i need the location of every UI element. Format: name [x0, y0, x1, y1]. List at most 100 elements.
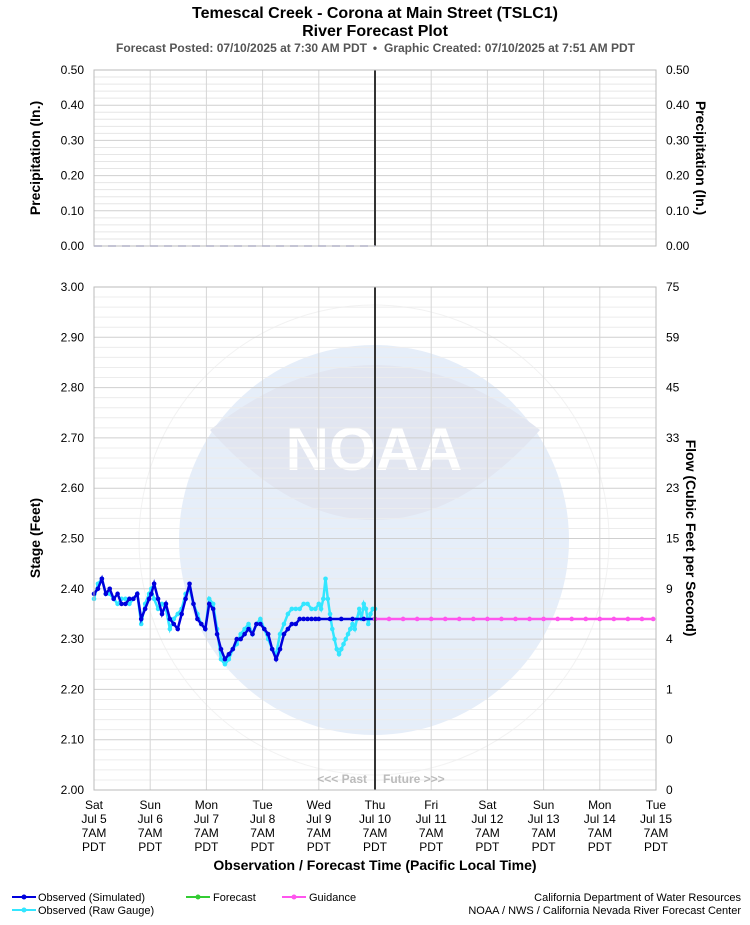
legend-marker-forecast — [195, 894, 201, 900]
series-point-observed-raw-gauge — [318, 606, 324, 612]
series-point-observed-raw-gauge — [258, 616, 263, 622]
flow-ytick-right: 9 — [666, 582, 673, 596]
series-point-observed-simulated — [206, 601, 212, 607]
series-point-observed-simulated — [277, 646, 283, 652]
series-point-guidance — [428, 616, 434, 622]
legend-item-observed-raw: Observed (Raw Gauge) — [12, 905, 154, 917]
precip-ytick-left: 0.10 — [61, 204, 85, 218]
series-point-observed-raw-gauge — [210, 601, 216, 607]
series-point-observed-raw-gauge — [138, 621, 144, 627]
stage-ytick-left: 2.00 — [61, 783, 85, 797]
series-point-observed-simulated — [171, 621, 177, 627]
series-point-guidance — [611, 616, 617, 622]
legend-marker-guidance — [291, 894, 297, 900]
legend-label-forecast: Forecast — [213, 892, 256, 904]
series-point-observed-simulated — [131, 596, 136, 602]
series-point-observed-simulated — [210, 606, 216, 612]
series-point-observed-simulated — [107, 586, 113, 592]
stage-ytick-left: 2.30 — [61, 632, 85, 646]
x-tick-label: 7AM — [138, 826, 163, 840]
series-point-observed-simulated — [175, 626, 181, 632]
stage-ytick-left: 2.50 — [61, 532, 85, 546]
series-point-observed-raw-gauge — [167, 626, 173, 632]
series-point-observed-raw-gauge — [297, 606, 302, 612]
series-point-observed-raw-gauge — [341, 641, 346, 647]
series-point-observed-simulated — [234, 636, 240, 642]
x-tick-label: 7AM — [82, 826, 107, 840]
precip-ytick-right: 0.50 — [666, 63, 690, 77]
series-point-observed-raw-gauge — [175, 611, 181, 617]
x-tick-label: Wed — [307, 798, 331, 812]
x-tick-label: PDT — [251, 840, 276, 854]
x-tick-label: Jul 5 — [81, 812, 107, 826]
series-point-guidance — [471, 616, 476, 622]
series-point-observed-simulated — [187, 581, 192, 587]
x-tick-label: Sat — [85, 798, 104, 812]
series-point-observed-simulated — [309, 616, 314, 622]
series-point-observed-raw-gauge — [151, 596, 157, 602]
series-point-observed-simulated — [305, 616, 310, 622]
x-tick-label: Jul 9 — [306, 812, 332, 826]
series-point-observed-raw-gauge — [338, 646, 344, 652]
legend-item-observed-simulated: Observed (Simulated) — [12, 892, 145, 904]
series-point-observed-raw-gauge — [327, 611, 333, 617]
series-point-observed-simulated — [265, 631, 271, 637]
precip-ytick-right: 0.20 — [666, 169, 690, 183]
series-point-observed-simulated — [134, 591, 140, 597]
series-point-guidance — [639, 616, 645, 622]
series-point-observed-simulated — [222, 656, 228, 662]
series-point-observed-raw-gauge — [361, 601, 367, 607]
series-point-guidance — [513, 616, 518, 622]
series-point-observed-simulated — [179, 611, 184, 617]
series-line-observed-simulated — [93, 574, 375, 663]
agency-line-2: NOAA / NWS / California Nevada River For… — [468, 905, 741, 917]
precip-ytick-right: 0.40 — [666, 98, 690, 112]
precipitation-panel: 0.50 0.40 0.30 0.20 0.10 0.00 0.50 0.40 0.30 0.2… — [27, 63, 709, 253]
series-point-observed-simulated — [281, 631, 287, 637]
series-point-guidance — [485, 616, 490, 622]
series-point-observed-raw-gauge — [325, 596, 331, 602]
x-tick-label: Thu — [365, 798, 386, 812]
precip-ytick-right: 0.00 — [666, 239, 690, 253]
series-point-observed-simulated — [297, 616, 302, 622]
series-point-observed-simulated — [258, 621, 263, 627]
x-tick-label: PDT — [532, 840, 557, 854]
series-point-observed-raw-gauge — [350, 621, 355, 627]
flow-ytick-right: 0 — [666, 733, 673, 747]
x-tick-label: Sun — [140, 798, 161, 812]
series-point-observed-raw-gauge — [365, 621, 371, 627]
legend-marker-observed-simulated — [21, 894, 27, 900]
series-point-observed-raw-gauge — [171, 616, 177, 622]
x-tick-label: 7AM — [363, 826, 388, 840]
series-point-observed-simulated — [313, 616, 318, 622]
series-point-guidance — [499, 616, 504, 622]
series-point-guidance — [386, 616, 392, 622]
stage-panel: 3.00 2.90 2.80 2.70 2.60 2.50 2.40 2.30 2.20 2.10… — [27, 280, 699, 873]
series-point-observed-raw-gauge — [218, 656, 224, 662]
legend-item-guidance: Guidance — [282, 892, 356, 904]
x-tick-label: PDT — [307, 840, 332, 854]
series-point-observed-simulated — [183, 596, 188, 602]
stage-ytick-left: 2.20 — [61, 682, 85, 696]
flow-ytick-right: 33 — [666, 431, 680, 445]
series-point-observed-raw-gauge — [352, 626, 358, 632]
legend: Observed (Simulated) Observed (Raw Gauge… — [12, 892, 356, 917]
series-point-observed-raw-gauge — [309, 606, 314, 612]
x-tick-label: 7AM — [587, 826, 612, 840]
series-point-observed-simulated — [123, 601, 128, 607]
series-point-observed-raw-gauge — [343, 636, 349, 642]
precipitation-plot-frame — [93, 69, 657, 247]
x-tick-label: 7AM — [419, 826, 444, 840]
series-point-observed-simulated — [242, 631, 247, 637]
series-point-guidance — [650, 616, 656, 622]
series-point-guidance — [457, 616, 462, 622]
series-point-observed-simulated — [99, 576, 105, 582]
series-point-observed-simulated — [327, 616, 333, 622]
x-tick-label: Tue — [252, 798, 273, 812]
